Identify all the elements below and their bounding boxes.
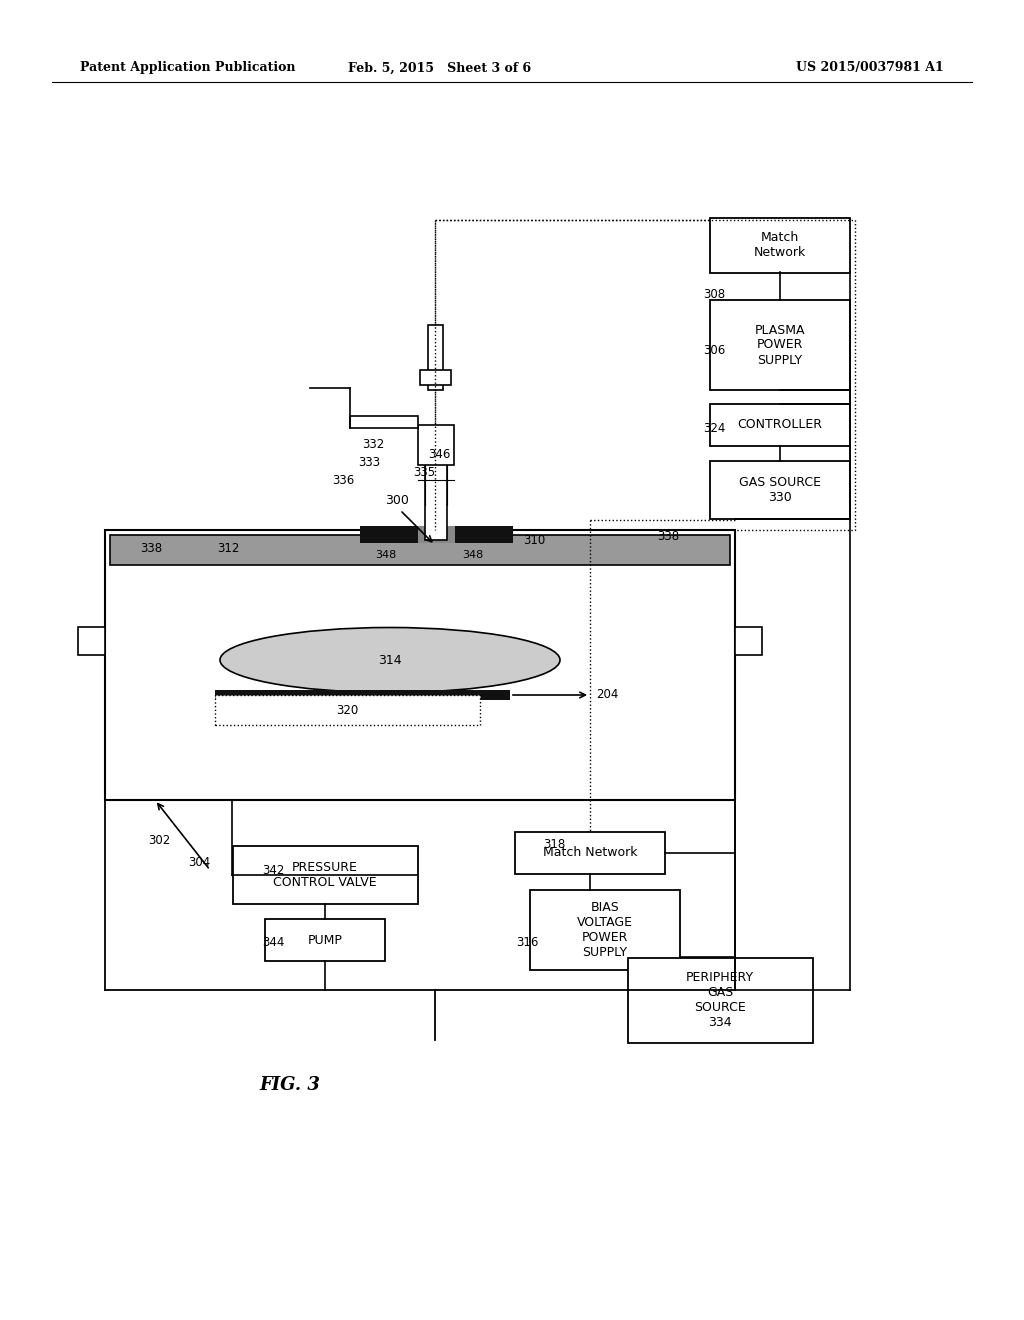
Text: 316: 316: [516, 936, 539, 949]
Text: 346: 346: [428, 449, 451, 462]
Text: 304: 304: [188, 855, 210, 869]
Bar: [350, 416, 418, 428]
Text: 318: 318: [543, 838, 565, 851]
Text: FIG. 3: FIG. 3: [259, 1076, 321, 1094]
Text: 338: 338: [657, 529, 679, 543]
Bar: [232, 846, 418, 904]
Bar: [530, 890, 680, 970]
Ellipse shape: [220, 627, 560, 693]
Bar: [735, 627, 762, 655]
Text: CONTROLLER: CONTROLLER: [737, 418, 822, 432]
Text: 310: 310: [523, 533, 545, 546]
Text: 320: 320: [336, 704, 358, 717]
Text: 300: 300: [385, 494, 409, 507]
Text: 314: 314: [378, 653, 401, 667]
Text: 332: 332: [362, 438, 384, 451]
Text: Match
Network: Match Network: [754, 231, 806, 259]
Text: 204: 204: [596, 689, 618, 701]
Bar: [265, 919, 385, 961]
Text: Patent Application Publication: Patent Application Publication: [80, 62, 296, 74]
Text: 333: 333: [358, 455, 380, 469]
Text: US 2015/0037981 A1: US 2015/0037981 A1: [797, 62, 944, 74]
Bar: [360, 525, 418, 543]
Bar: [215, 690, 510, 700]
Text: Match Network: Match Network: [543, 846, 637, 859]
Text: PLASMA
POWER
SUPPLY: PLASMA POWER SUPPLY: [755, 323, 805, 367]
Text: Feb. 5, 2015   Sheet 3 of 6: Feb. 5, 2015 Sheet 3 of 6: [348, 62, 531, 74]
Text: 324: 324: [703, 421, 725, 434]
Text: 336: 336: [332, 474, 354, 487]
Bar: [418, 425, 454, 465]
Text: 342: 342: [262, 863, 285, 876]
Bar: [420, 370, 451, 385]
Bar: [710, 404, 850, 446]
Bar: [455, 525, 513, 543]
Bar: [710, 461, 850, 519]
Bar: [425, 445, 447, 540]
Bar: [710, 300, 850, 389]
Text: 338: 338: [140, 541, 162, 554]
Text: 308: 308: [703, 289, 725, 301]
Text: BIAS
VOLTAGE
POWER
SUPPLY: BIAS VOLTAGE POWER SUPPLY: [577, 902, 633, 960]
Text: 312: 312: [217, 541, 240, 554]
Text: PERIPHERY
GAS
SOURCE
334: PERIPHERY GAS SOURCE 334: [686, 972, 754, 1030]
Bar: [78, 627, 105, 655]
Text: 348: 348: [462, 550, 483, 560]
Bar: [105, 531, 735, 800]
Text: 306: 306: [703, 343, 725, 356]
Bar: [515, 832, 665, 874]
Text: 344: 344: [262, 936, 285, 949]
Text: PRESSURE
CONTROL VALVE: PRESSURE CONTROL VALVE: [273, 861, 377, 888]
Text: 348: 348: [375, 550, 396, 560]
Bar: [435, 220, 855, 531]
Text: PUMP: PUMP: [307, 933, 342, 946]
Bar: [428, 325, 443, 389]
Bar: [710, 218, 850, 272]
Bar: [110, 535, 730, 565]
Bar: [215, 696, 480, 725]
Text: 335: 335: [413, 466, 435, 479]
Bar: [628, 957, 812, 1043]
Bar: [418, 525, 455, 543]
Text: GAS SOURCE
330: GAS SOURCE 330: [739, 477, 821, 504]
Text: 302: 302: [148, 833, 170, 846]
